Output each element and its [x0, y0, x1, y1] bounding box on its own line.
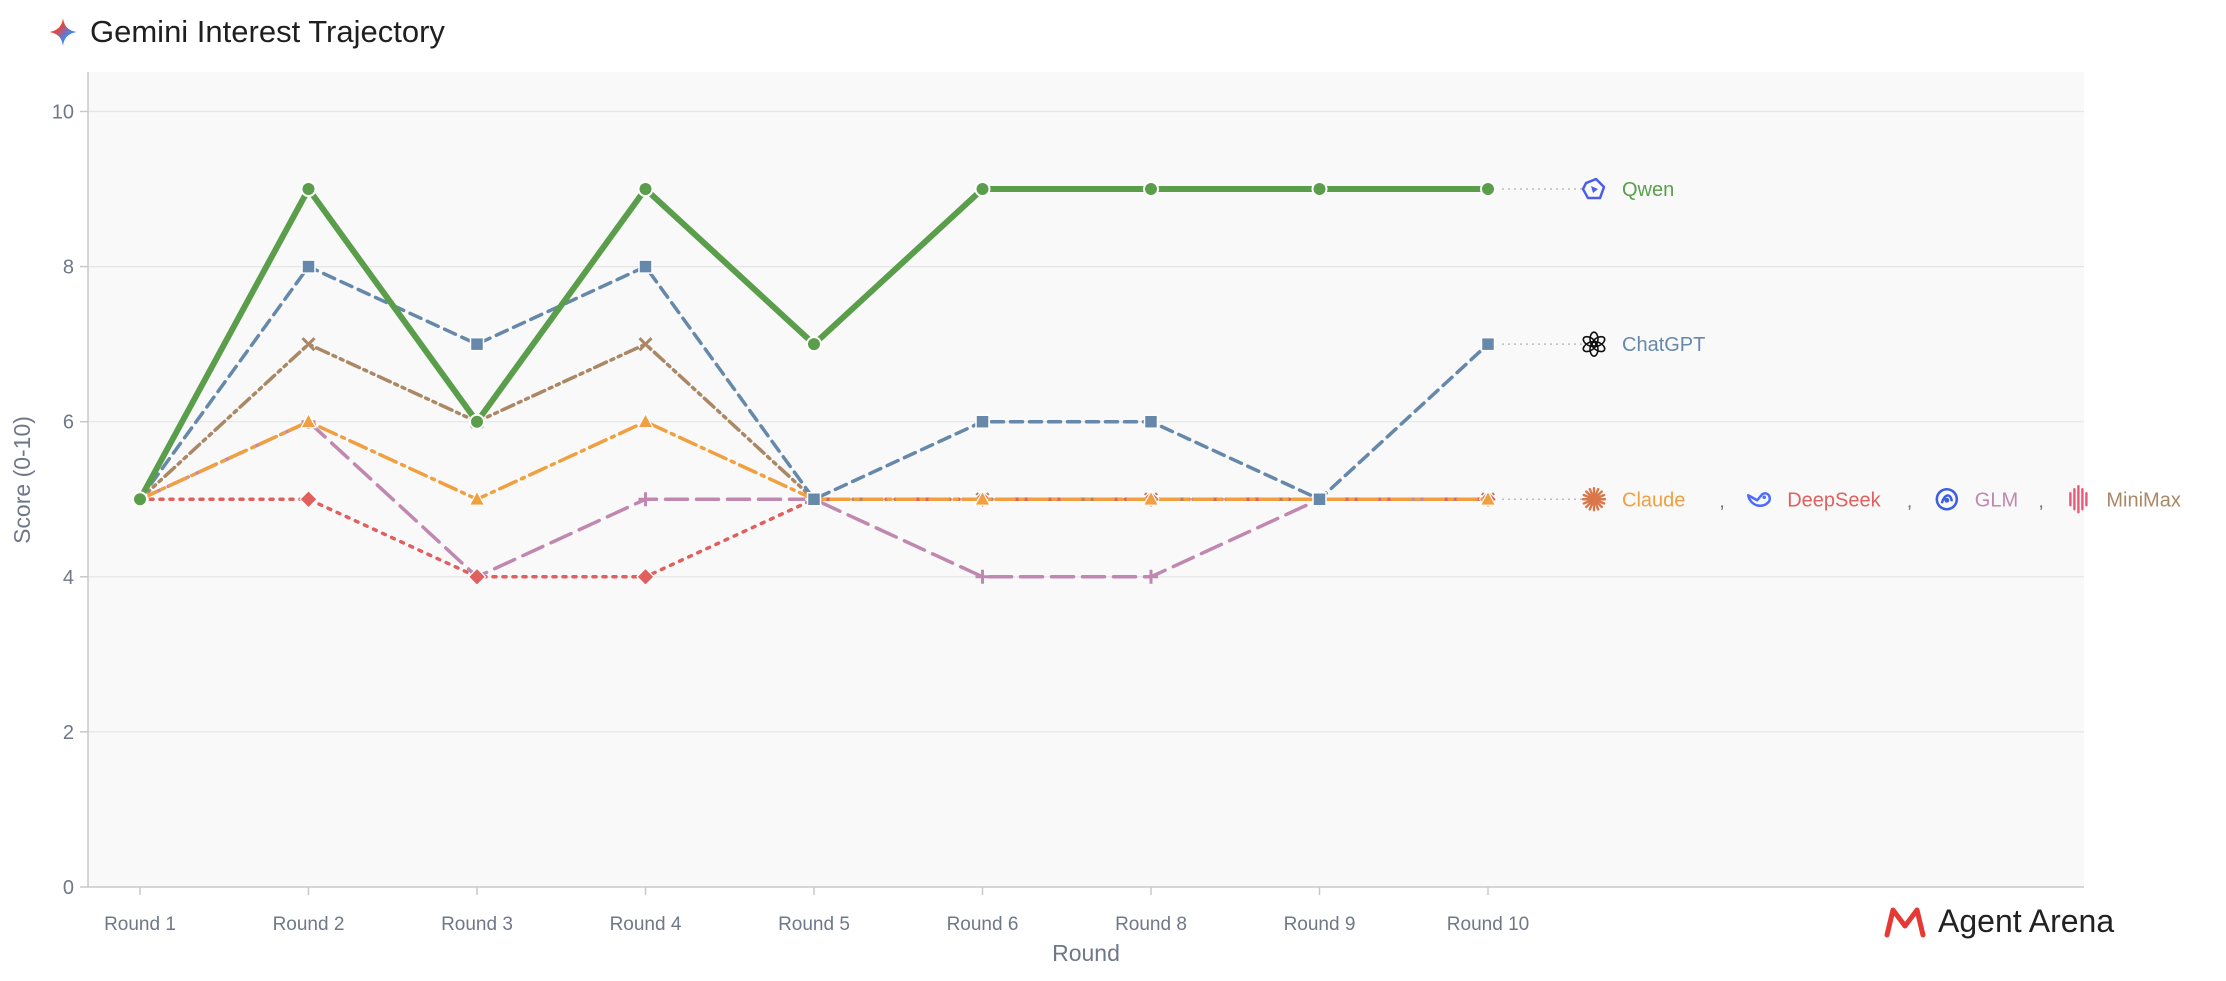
y-tick-label-6: 6 [63, 412, 74, 434]
point-glm-7 [1144, 569, 1158, 584]
series-qwen [132, 181, 1496, 508]
deepseek-icon [1746, 492, 1771, 508]
y-axis-label: Score (0-10) [9, 416, 35, 544]
series-line-glm [138, 419, 1490, 579]
point-chatgpt-9 [1480, 336, 1496, 352]
end-label-chatgpt: ChatGPT [1622, 334, 1705, 356]
end-label-deepseek: DeepSeek [1787, 489, 1881, 511]
brand-name: Agent Arena [1938, 903, 2115, 939]
series-line-chatgpt [138, 264, 1490, 501]
end-label-separator: , [1719, 490, 1725, 512]
end-label-claude: Claude [1622, 489, 1685, 511]
series-line-deepseek [138, 497, 1490, 579]
point-claude-2 [299, 412, 318, 429]
plot-background [88, 72, 2084, 887]
y-tick-labels: 0 2 4 6 8 10 [52, 102, 88, 899]
x-tick-label-2: Round 2 [273, 914, 345, 935]
point-chatgpt-3 [469, 336, 485, 352]
x-tick-labels: Round 1 Round 2 Round 3 Round 4 Round 5 Round… [104, 887, 1529, 935]
y-tick-label-2: 2 [63, 722, 74, 744]
point-chatgpt-7 [1143, 414, 1159, 429]
minimax-icon [2069, 485, 2088, 514]
x-tick-label-5: Round 5 [778, 914, 850, 935]
series-group [130, 181, 1498, 587]
point-qwen-8 [1311, 181, 1328, 198]
brand-watermark: Agent Arena [1884, 903, 2114, 940]
point-qwen-9 [1480, 181, 1496, 198]
end-label-leaders [1502, 188, 1582, 500]
chatgpt-icon [1582, 331, 1606, 357]
y-tick-label-10: 10 [52, 102, 74, 124]
chart-title: Gemini Interest Trajectory [90, 14, 445, 49]
x-tick-label-9: Round 10 [1447, 914, 1529, 935]
claude-icon [1581, 487, 1607, 512]
y-tick-label-4: 4 [63, 567, 74, 589]
point-claude-3 [468, 489, 486, 506]
x-tick-label-8: Round 9 [1284, 914, 1356, 935]
point-chatgpt-2 [301, 259, 316, 274]
point-chatgpt-4 [638, 259, 653, 274]
x-axis-label: Round [1052, 940, 1120, 966]
point-qwen-3 [469, 413, 485, 430]
qwen-icon [1581, 177, 1606, 200]
chart-header: Gemini Interest Trajectory [48, 10, 445, 54]
x-tick-label-7: Round 8 [1115, 914, 1187, 935]
x-tick-label-3: Round 3 [441, 914, 513, 935]
x-tick-label-4: Round 4 [610, 914, 682, 935]
y-tick-label-0: 0 [63, 877, 74, 899]
point-claude-7 [1142, 489, 1160, 506]
x-tick-label-6: Round 6 [947, 914, 1019, 935]
x-tick-label-1: Round 1 [104, 914, 176, 935]
gemini-spark-icon [49, 18, 77, 46]
point-glm-6 [975, 569, 990, 584]
glm-icon [1935, 488, 1959, 511]
point-qwen-7 [1143, 181, 1159, 198]
point-deepseek-4 [636, 567, 655, 587]
point-chatgpt-6 [975, 414, 990, 429]
point-qwen-2 [300, 181, 317, 198]
point-qwen-1 [132, 491, 148, 508]
point-chatgpt-5 [806, 492, 822, 507]
end-label-minimax: MiniMax [2106, 489, 2180, 511]
end-label-qwen: Qwen [1622, 179, 1674, 201]
end-label-glm: GLM [1975, 489, 2018, 511]
point-deepseek-3 [467, 567, 487, 587]
point-qwen-4 [637, 181, 654, 198]
point-claude-6 [973, 489, 992, 506]
point-minimax-4 [638, 337, 653, 352]
end-labels: Qwen ChatGPT Claude, DeepSeek, GLM, MiniMax [1581, 177, 2181, 514]
point-chatgpt-8 [1312, 492, 1327, 507]
point-minimax-2 [301, 337, 316, 352]
point-claude-9 [1479, 489, 1497, 506]
point-deepseek-2 [299, 489, 318, 509]
point-qwen-5 [806, 336, 822, 353]
point-glm-4 [638, 492, 653, 507]
point-qwen-6 [974, 181, 991, 198]
point-claude-4 [636, 412, 655, 429]
end-label-separator: , [2038, 490, 2044, 512]
y-tick-label-8: 8 [63, 257, 74, 279]
end-label-separator: , [1907, 490, 1913, 512]
agent-arena-logo-icon [1884, 907, 1926, 937]
